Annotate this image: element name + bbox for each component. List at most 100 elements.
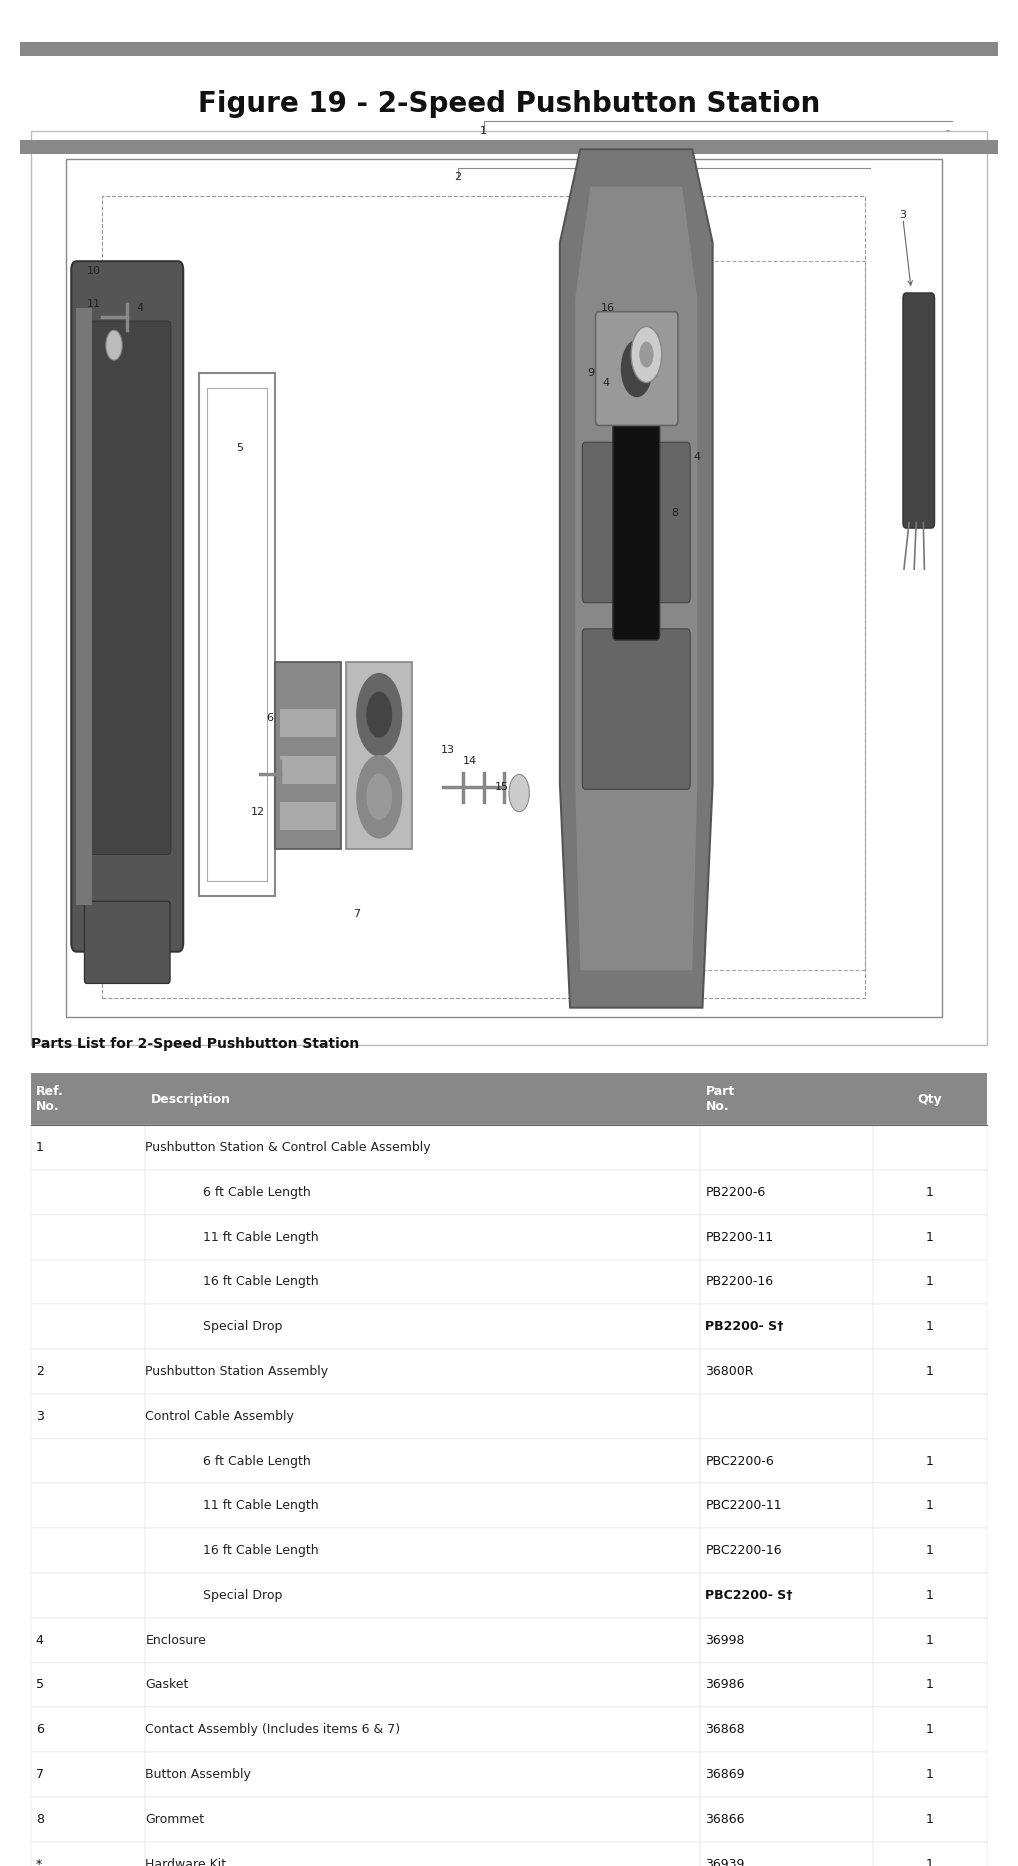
- Text: 2: 2: [36, 1366, 44, 1377]
- Text: Enclosure: Enclosure: [146, 1635, 207, 1646]
- Text: 1: 1: [926, 1635, 934, 1646]
- Text: 2: 2: [455, 172, 461, 183]
- Text: 3: 3: [900, 209, 906, 220]
- Text: PB2200-11: PB2200-11: [705, 1232, 774, 1243]
- Bar: [76, 308, 92, 905]
- Text: Description: Description: [151, 1093, 230, 1105]
- Text: 36939: 36939: [705, 1859, 745, 1866]
- Text: 7: 7: [36, 1769, 44, 1780]
- Text: 1: 1: [926, 1769, 934, 1780]
- Text: 36869: 36869: [705, 1769, 745, 1780]
- Text: 4: 4: [694, 452, 700, 463]
- Bar: [20, 43, 998, 56]
- Text: 1: 1: [926, 1366, 934, 1377]
- Text: 1: 1: [926, 1590, 934, 1601]
- Bar: [31, 1842, 987, 1866]
- Circle shape: [106, 330, 122, 360]
- Text: 1: 1: [926, 1276, 934, 1288]
- Text: Grommet: Grommet: [146, 1814, 205, 1825]
- Text: 15: 15: [495, 782, 509, 793]
- Text: Button Assembly: Button Assembly: [146, 1769, 251, 1780]
- Text: Parts List for 2-Speed Pushbutton Station: Parts List for 2-Speed Pushbutton Statio…: [31, 1036, 358, 1051]
- Text: 13: 13: [441, 745, 455, 756]
- Text: 1: 1: [926, 1679, 934, 1691]
- Bar: [31, 1304, 987, 1349]
- Text: 11 ft Cable Length: 11 ft Cable Length: [203, 1232, 319, 1243]
- Bar: [275, 662, 341, 849]
- Bar: [66, 159, 942, 1017]
- FancyBboxPatch shape: [582, 629, 690, 789]
- Bar: [31, 1125, 987, 1170]
- Text: 16 ft Cable Length: 16 ft Cable Length: [203, 1545, 319, 1556]
- Bar: [20, 140, 998, 155]
- Bar: [207, 388, 267, 881]
- Bar: [31, 1349, 987, 1394]
- Text: Pushbutton Station & Control Cable Assembly: Pushbutton Station & Control Cable Assem…: [146, 1142, 431, 1153]
- Text: Gasket: Gasket: [146, 1679, 188, 1691]
- Text: 6: 6: [267, 713, 273, 724]
- Text: 1: 1: [926, 1500, 934, 1511]
- Text: 1: 1: [926, 1859, 934, 1866]
- Bar: [280, 756, 336, 784]
- Circle shape: [631, 327, 662, 383]
- Text: 1: 1: [926, 1814, 934, 1825]
- Text: Ref.
No.: Ref. No.: [36, 1084, 63, 1114]
- Text: PBC2200-11: PBC2200-11: [705, 1500, 782, 1511]
- Polygon shape: [575, 187, 697, 970]
- Bar: [31, 1618, 987, 1663]
- Bar: [31, 1073, 987, 1125]
- Bar: [31, 1528, 987, 1573]
- Bar: [31, 131, 987, 1045]
- FancyBboxPatch shape: [84, 901, 170, 983]
- Text: PBC2200- S†: PBC2200- S†: [705, 1590, 793, 1601]
- Text: 4: 4: [603, 377, 609, 388]
- Text: Control Cable Assembly: Control Cable Assembly: [146, 1411, 294, 1422]
- Text: PB2200-16: PB2200-16: [705, 1276, 774, 1288]
- Bar: [31, 1663, 987, 1707]
- Text: 3: 3: [36, 1411, 44, 1422]
- Circle shape: [621, 340, 652, 397]
- Text: 8: 8: [36, 1814, 44, 1825]
- Text: Part
No.: Part No.: [705, 1084, 735, 1114]
- Text: 14: 14: [463, 756, 477, 767]
- Text: 1: 1: [926, 1187, 934, 1198]
- Text: Special Drop: Special Drop: [203, 1321, 282, 1332]
- FancyBboxPatch shape: [582, 442, 690, 603]
- Text: PB2200-6: PB2200-6: [705, 1187, 766, 1198]
- Bar: [31, 1707, 987, 1752]
- Text: 5: 5: [236, 442, 242, 453]
- Text: Special Drop: Special Drop: [203, 1590, 282, 1601]
- Text: 36868: 36868: [705, 1724, 745, 1735]
- Bar: [31, 1394, 987, 1439]
- Text: 16: 16: [601, 302, 615, 313]
- FancyBboxPatch shape: [903, 293, 935, 528]
- Text: *: *: [36, 1859, 42, 1866]
- FancyBboxPatch shape: [596, 312, 678, 425]
- Text: 1: 1: [926, 1232, 934, 1243]
- Text: 4: 4: [137, 302, 144, 313]
- Text: Qty: Qty: [918, 1093, 943, 1105]
- Circle shape: [509, 774, 529, 812]
- Text: 12: 12: [250, 806, 265, 817]
- Text: 7: 7: [353, 909, 359, 920]
- Circle shape: [356, 756, 401, 838]
- Bar: [590, 261, 865, 970]
- Text: 6: 6: [36, 1724, 44, 1735]
- Bar: [102, 196, 865, 998]
- Text: 11 ft Cable Length: 11 ft Cable Length: [203, 1500, 319, 1511]
- Text: 10: 10: [87, 265, 101, 276]
- Circle shape: [366, 774, 391, 819]
- Text: 1: 1: [926, 1455, 934, 1467]
- Bar: [346, 662, 412, 849]
- Text: 36986: 36986: [705, 1679, 745, 1691]
- FancyBboxPatch shape: [83, 321, 171, 855]
- Text: 1: 1: [926, 1321, 934, 1332]
- Text: PB2200- S†: PB2200- S†: [705, 1321, 784, 1332]
- Text: 4: 4: [36, 1635, 44, 1646]
- Bar: [280, 802, 336, 830]
- Text: 6 ft Cable Length: 6 ft Cable Length: [203, 1455, 310, 1467]
- Circle shape: [639, 341, 654, 368]
- Text: 11: 11: [87, 299, 101, 310]
- Bar: [31, 1483, 987, 1528]
- Text: 36866: 36866: [705, 1814, 745, 1825]
